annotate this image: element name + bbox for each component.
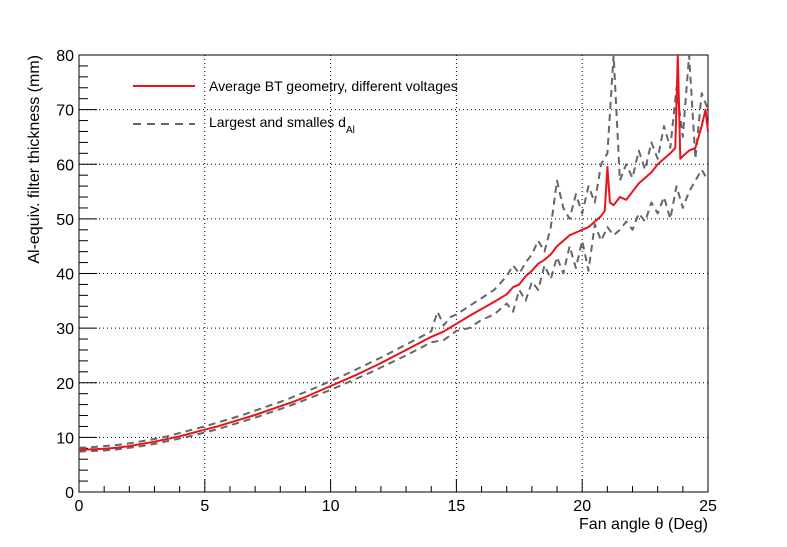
legend-label-extremes: Largest and smalles dAl bbox=[209, 114, 355, 136]
x-tick-label: 20 bbox=[573, 498, 591, 515]
x-tick-label: 15 bbox=[448, 498, 466, 515]
x-axis-title: Fan angle θ (Deg) bbox=[579, 516, 708, 533]
y-tick-label: 20 bbox=[56, 376, 74, 393]
series-layer bbox=[78, 54, 709, 453]
y-tick-label: 30 bbox=[56, 321, 74, 338]
axis-ticks: 0 5 10 15 20 25 0 10 20 30 40 50 60 70 80 bbox=[56, 48, 717, 515]
legend: Average BT geometry, different voltages … bbox=[133, 78, 458, 136]
legend-label-extremes-main: Largest and smalles d bbox=[209, 114, 346, 130]
x-tick-label: 25 bbox=[699, 498, 717, 515]
plot-frame bbox=[78, 54, 709, 493]
legend-label-extremes-sub: Al bbox=[346, 125, 355, 136]
series-line-extremes bbox=[78, 168, 709, 453]
series-line-average bbox=[78, 54, 709, 451]
legend-label-average: Average BT geometry, different voltages bbox=[209, 78, 458, 94]
y-tick-label: 40 bbox=[56, 267, 74, 284]
x-tick-label: 5 bbox=[200, 498, 209, 515]
y-tick-label: 0 bbox=[65, 485, 74, 502]
y-tick-label: 50 bbox=[56, 212, 74, 229]
y-tick-label: 80 bbox=[56, 48, 74, 65]
y-axis-title: Al-equiv. filter thickness (mm) bbox=[26, 55, 43, 264]
y-tick-label: 10 bbox=[56, 430, 74, 447]
y-tick-label: 60 bbox=[56, 157, 74, 174]
grid bbox=[79, 55, 708, 492]
y-tick-label: 70 bbox=[56, 103, 74, 120]
series-line-extremes bbox=[78, 54, 709, 449]
x-tick-label: 0 bbox=[75, 498, 84, 515]
x-tick-label: 10 bbox=[322, 498, 340, 515]
